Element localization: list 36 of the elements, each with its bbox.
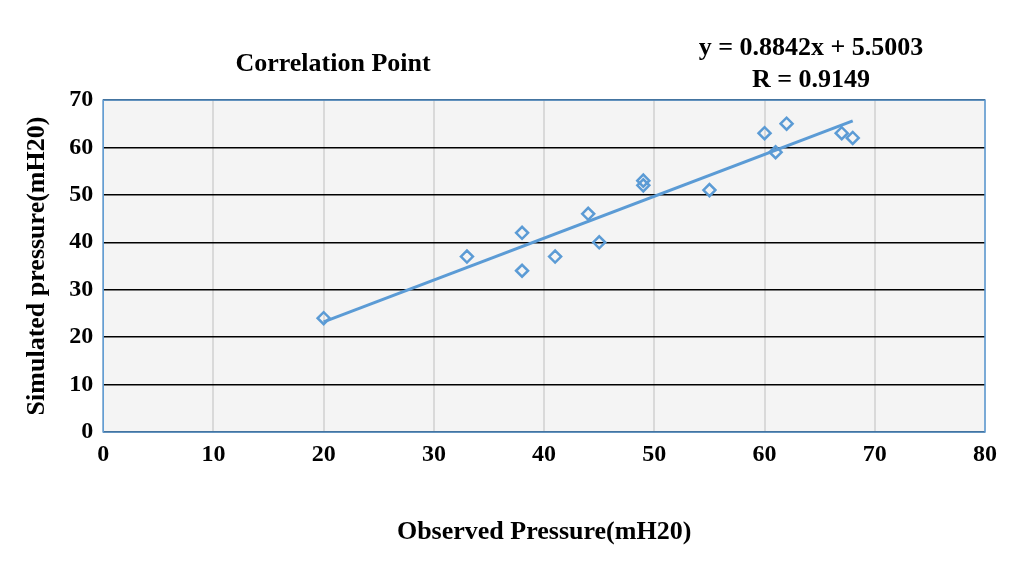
- point: [580, 206, 596, 222]
- point: [514, 225, 530, 241]
- x-tick-label: 20: [311, 439, 336, 466]
- y-tick-label: 40: [69, 227, 94, 254]
- y-axis-title: Simulated pressure(mH20): [21, 116, 51, 416]
- x-tick-label: 10: [201, 439, 226, 466]
- x-tick-label: 40: [532, 439, 557, 466]
- point: [316, 310, 331, 326]
- text: y = 0.8842x + 5.5003: [698, 31, 924, 61]
- y-tick-label: 10: [69, 369, 94, 396]
- x-tick-label: 60: [752, 439, 777, 466]
- y-tick-label: 30: [69, 274, 94, 301]
- point: [779, 116, 794, 131]
- point: [459, 249, 475, 264]
- point: [834, 125, 849, 141]
- y-tick-label: 50: [69, 180, 94, 207]
- y-tick-label: 70: [69, 85, 94, 112]
- point: [514, 263, 530, 278]
- text: R = 0.9149: [751, 63, 871, 93]
- point: [547, 249, 563, 264]
- x-tick-label: 50: [642, 439, 667, 466]
- point: [636, 178, 651, 193]
- chart-title: Correlation Point: [235, 47, 431, 77]
- point: [702, 182, 717, 198]
- point: [636, 173, 651, 188]
- point: [591, 235, 607, 250]
- x-tick-label: 80: [973, 439, 997, 466]
- y-tick-label: 60: [69, 132, 94, 159]
- x-axis-title: Observed Pressure(mH20): [396, 516, 692, 546]
- point: [768, 144, 783, 160]
- point: [757, 125, 772, 141]
- y-tick-label: 20: [69, 322, 94, 349]
- point: [845, 130, 860, 146]
- x-tick-label: 30: [421, 439, 446, 466]
- x-tick-label: 70: [862, 439, 887, 466]
- y-tick-label: 0: [81, 417, 94, 444]
